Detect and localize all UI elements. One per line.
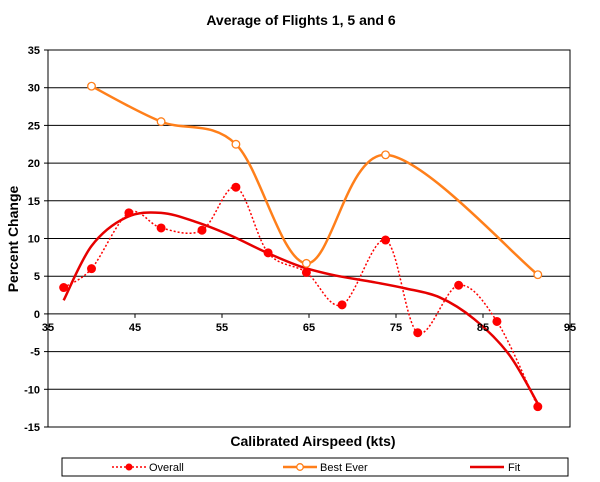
point-overall [301, 267, 311, 277]
series-line-overall [63, 186, 539, 407]
y-tick-label: 0 [34, 309, 40, 321]
point-overall [263, 248, 273, 258]
legend-label-fit: Fit [508, 462, 520, 474]
point-overall [454, 280, 464, 290]
point-overall [124, 208, 134, 218]
point-best-ever [533, 270, 543, 280]
x-tick-label: 75 [390, 322, 402, 334]
legend-label-overall: Overall [149, 462, 184, 474]
point-overall [231, 182, 241, 192]
x-tick-label: 35 [42, 322, 54, 334]
point-overall [533, 402, 543, 412]
grid [47, 49, 571, 428]
point-overall [59, 283, 69, 293]
legend-swatch-best-ever-marker [296, 463, 304, 471]
y-tick-label: 25 [28, 120, 40, 132]
y-tick-label: -10 [24, 384, 40, 396]
point-best-ever [87, 81, 96, 91]
point-overall [381, 235, 391, 245]
y-tick-label: -15 [24, 422, 40, 434]
legend: Overall Best Ever Fit [61, 457, 569, 477]
y-tick-label: 15 [28, 196, 40, 208]
point-overall [492, 316, 502, 326]
series-line-best-ever [90, 85, 539, 276]
x-tick-label: 45 [129, 322, 141, 334]
y-tick-label: 5 [34, 271, 40, 283]
chart-title: Average of Flights 1, 5 and 6 [206, 12, 396, 28]
point-best-ever [381, 150, 391, 160]
y-axis-title: Percent Change [5, 185, 21, 292]
point-best-ever [156, 117, 166, 127]
point-overall [337, 300, 347, 310]
x-tick-label: 95 [564, 322, 576, 334]
x-tick-label: 65 [303, 322, 315, 334]
x-tick-label: 85 [477, 322, 489, 334]
ticks: -15 -10 -5 0 5 10 15 20 25 30 35 35 45 55 65 75 85 95 [24, 45, 576, 434]
x-axis-title: Calibrated Airspeed (kts) [230, 433, 395, 449]
point-best-ever [301, 258, 311, 268]
point-overall [413, 328, 423, 338]
series-layer [59, 81, 543, 412]
legend-label-best-ever: Best Ever [320, 462, 368, 474]
series-line-fit [62, 211, 539, 405]
point-best-ever [231, 139, 241, 149]
point-overall [197, 225, 207, 235]
y-tick-label: 20 [28, 158, 40, 170]
point-overall [156, 223, 166, 233]
y-tick-label: -5 [30, 347, 40, 359]
y-tick-label: 10 [28, 234, 40, 246]
legend-swatch-overall-marker [125, 463, 133, 471]
point-overall [87, 264, 96, 274]
x-tick-label: 55 [216, 322, 228, 334]
y-tick-label: 35 [28, 45, 40, 57]
y-tick-label: 30 [28, 83, 40, 95]
